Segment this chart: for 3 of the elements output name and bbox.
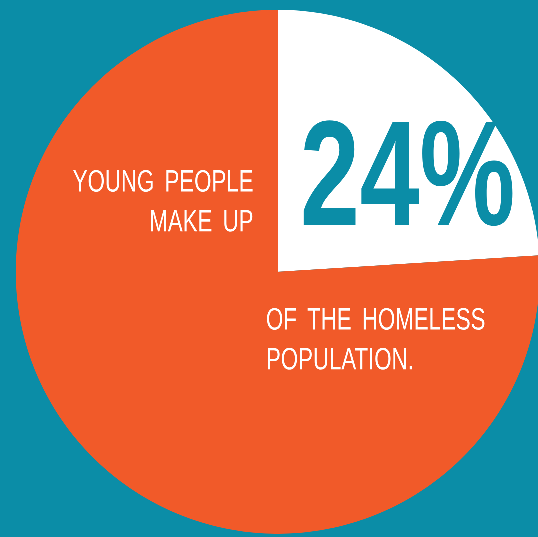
text: OF THE HOMELESS POPULATION. [267,308,485,370]
text: YOUNG PEOPLE MAKE UP [73,170,253,232]
data-label: 24% [304,120,513,226]
